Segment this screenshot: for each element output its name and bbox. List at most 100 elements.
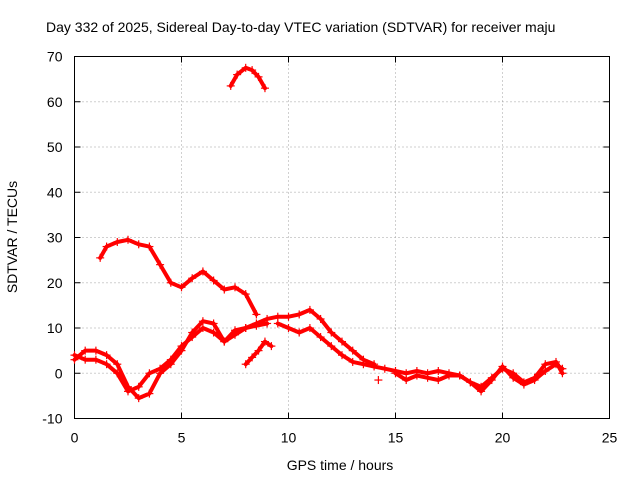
data-point: [220, 337, 229, 346]
outlier-point: [374, 376, 383, 385]
data-point: [558, 364, 567, 373]
data-point: [198, 267, 207, 276]
data-point: [348, 357, 357, 366]
y-tick-label: 50: [47, 139, 63, 155]
data-point: [198, 317, 207, 326]
data-point: [412, 371, 421, 380]
data-point: [248, 353, 257, 362]
data-point: [209, 328, 218, 337]
data-point: [455, 371, 464, 380]
data-point: [226, 81, 235, 90]
data-point: [81, 355, 90, 364]
data-point: [231, 330, 239, 339]
data-point: [209, 276, 218, 285]
y-axis: -10 0 10 20 30 40 50 60 70: [42, 49, 610, 427]
series-track-1: [98, 237, 259, 317]
series-track-6: [275, 321, 565, 389]
data-point: [102, 242, 111, 251]
data-point: [380, 364, 389, 373]
grid-lines: [74, 56, 610, 419]
data-point: [233, 70, 242, 79]
data-point: [434, 376, 443, 385]
data-point: [273, 319, 282, 328]
data-point: [295, 328, 304, 337]
data-point: [91, 355, 100, 364]
data-point: [530, 376, 539, 385]
data-point: [134, 394, 143, 403]
data-point: [445, 371, 453, 380]
data-point: [519, 380, 528, 389]
data-point: [305, 324, 314, 332]
data-point: [295, 310, 304, 319]
series-track-2: [228, 65, 267, 91]
data-point: [391, 369, 400, 378]
data-point: [113, 238, 122, 247]
data-point: [327, 328, 336, 337]
data-point: [241, 63, 250, 72]
data-point: [156, 260, 165, 269]
y-tick-label: -10: [42, 411, 62, 427]
data-point: [487, 376, 496, 385]
data-point: [284, 324, 293, 332]
data-point: [327, 342, 336, 351]
data-point: [156, 364, 165, 373]
data-point: [338, 337, 346, 346]
series-track-3: [72, 307, 377, 401]
data-point: [188, 333, 197, 342]
data-point: [145, 369, 154, 378]
data-point: [96, 253, 105, 262]
data-point: [81, 346, 90, 355]
plot-area: [70, 63, 567, 403]
data-point: [273, 312, 282, 321]
data-point: [263, 319, 272, 328]
data-point: [359, 360, 368, 369]
data-point: [541, 360, 550, 369]
x-tick-label: 15: [388, 430, 404, 446]
data-point: [254, 72, 263, 81]
data-point: [124, 387, 132, 396]
data-point: [91, 346, 100, 355]
data-point: [509, 373, 518, 382]
data-point: [166, 278, 175, 287]
data-point: [541, 366, 550, 375]
data-point: [254, 346, 263, 355]
x-axis: 0 5 10 15 20 25: [71, 56, 617, 446]
data-point: [284, 312, 293, 321]
data-point: [113, 369, 122, 378]
data-point: [498, 362, 507, 371]
y-tick-label: 70: [47, 49, 63, 65]
x-tick-label: 5: [178, 430, 186, 446]
data-point: [316, 333, 325, 342]
data-point: [348, 346, 357, 355]
data-point: [252, 321, 261, 330]
data-point: [260, 84, 269, 93]
data-point: [267, 342, 276, 351]
data-point: [260, 337, 269, 346]
y-tick-label: 60: [47, 94, 63, 110]
data-point: [338, 351, 346, 360]
series-track-7: [393, 362, 565, 394]
data-point: [177, 283, 186, 292]
data-point: [231, 283, 239, 292]
data-point: [220, 285, 229, 294]
data-point: [102, 360, 111, 369]
data-point: [466, 378, 475, 387]
data-point: [402, 376, 411, 385]
chart-title: Day 332 of 2025, Sidereal Day-to-day VTE…: [46, 19, 555, 35]
y-tick-label: 40: [47, 184, 63, 200]
data-point: [552, 360, 560, 369]
data-point: [241, 360, 250, 369]
data-point: [102, 351, 111, 360]
y-tick-label: 10: [47, 320, 63, 336]
data-point: [248, 66, 257, 75]
data-point: [134, 382, 143, 391]
data-point: [477, 387, 486, 396]
data-point: [166, 355, 175, 364]
data-point: [145, 242, 154, 251]
x-tick-label: 20: [495, 430, 511, 446]
data-point: [423, 373, 432, 382]
data-point: [134, 240, 143, 249]
data-point: [402, 369, 411, 378]
data-point: [198, 324, 207, 332]
